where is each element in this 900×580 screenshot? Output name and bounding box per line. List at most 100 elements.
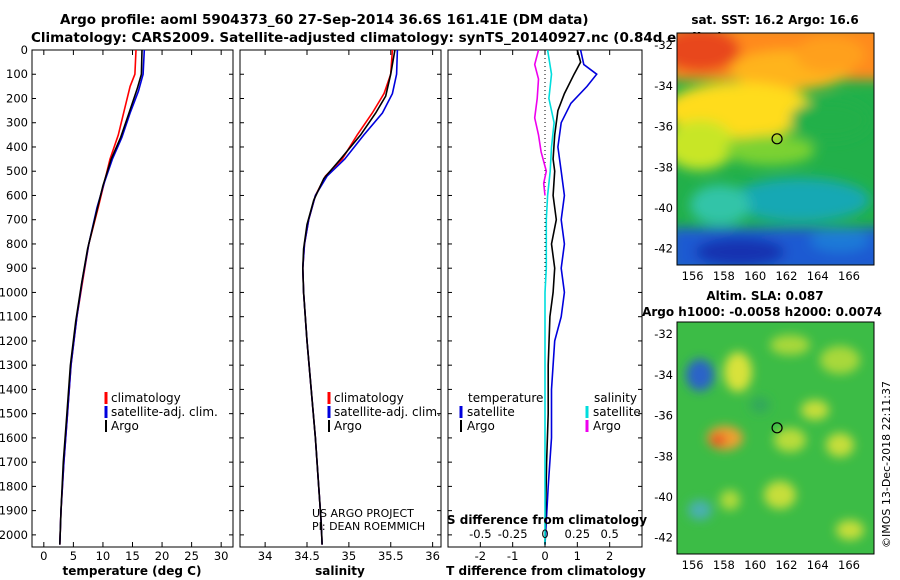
legend-argo: Argo [111, 419, 139, 433]
x-tick-label: 5 [70, 549, 77, 563]
map-x-tick-label: 164 [807, 558, 829, 572]
series-line-climatology [301, 50, 394, 545]
x2-tick-label: 0.5 [601, 527, 619, 541]
map-x-tick-label: 156 [682, 269, 704, 283]
depth-tick-label: 1500 [0, 407, 28, 421]
depth-tick-label: 900 [6, 261, 28, 275]
x-tick-label: 0 [541, 549, 548, 563]
credit-pi: PI: DEAN ROEMMICH [312, 520, 425, 533]
map-x-tick-label: 164 [807, 269, 829, 283]
sla-map-title: Altim. SLA: 0.087 [706, 289, 823, 303]
x-tick-label: 34.5 [294, 549, 320, 563]
map-y-tick-label: -32 [654, 38, 673, 52]
series-line-argo [59, 50, 143, 545]
depth-tick-label: 600 [6, 188, 28, 202]
series-line-argo [301, 50, 396, 545]
depth-tick-label: 1400 [0, 382, 28, 396]
depth-tick-label: 500 [6, 164, 28, 178]
figure-title: Argo profile: aoml 5904373_60 27-Sep-201… [60, 12, 589, 28]
legend-satellite-s: satellite [593, 405, 641, 419]
legend-satellite-t: satellite [467, 405, 515, 419]
t-difference-axis-label: T difference from climatology [446, 564, 646, 578]
depth-tick-label: 700 [6, 213, 28, 227]
depth-tick-label: 1200 [0, 334, 28, 348]
x-tick-label: 1 [574, 549, 581, 563]
x-tick-label: -1 [507, 549, 518, 563]
x2-tick-label: -0.25 [498, 527, 528, 541]
x-tick-label: 20 [155, 549, 170, 563]
depth-tick-label: 1100 [0, 310, 28, 324]
temperature-legend: climatology satellite-adj. clim. Argo [104, 391, 218, 433]
axis-ticks: 0100200300400500600700800900100011001200… [0, 38, 860, 572]
credit-project: US ARGO PROJECT [312, 507, 414, 520]
map-x-tick-label: 158 [713, 558, 735, 572]
difference-profile-lines [533, 50, 598, 547]
x2-tick-label: -0.5 [469, 527, 491, 541]
depth-tick-label: 2000 [0, 528, 28, 542]
sla-map-subtitle: Argo h1000: -0.0058 h2000: 0.0074 [642, 305, 882, 319]
x-tick-label: 2 [606, 549, 613, 563]
x-tick-label: 25 [184, 549, 199, 563]
difference-legend: temperature satellite Argo salinity sate… [459, 391, 641, 433]
legend-argo-s: Argo [593, 419, 621, 433]
map-y-tick-label: -42 [654, 531, 673, 545]
map-y-tick-label: -34 [654, 368, 673, 382]
s-difference-axis-label: S difference from climatology [447, 513, 647, 527]
series-line-argo [544, 50, 582, 545]
legend-satellite-adj: satellite-adj. clim. [334, 405, 441, 419]
depth-tick-label: 100 [6, 67, 28, 81]
sst-map-frame [676, 32, 875, 266]
x2-tick-label: 0 [541, 527, 548, 541]
salinity-profile-lines [301, 50, 399, 545]
map-x-tick-label: 162 [775, 269, 797, 283]
x-tick-label: 35 [342, 549, 357, 563]
map-y-tick-label: -38 [654, 449, 673, 463]
map-x-tick-label: 160 [744, 269, 766, 283]
temperature-profile-lines [59, 50, 146, 545]
series-line-satellite [544, 50, 598, 545]
depth-tick-label: 1900 [0, 504, 28, 518]
depth-tick-label: 300 [6, 116, 28, 130]
depth-tick-label: 0 [21, 43, 28, 57]
sla-argo-position-marker [771, 422, 783, 434]
legend-salinity-title: salinity [594, 391, 637, 405]
map-y-tick-label: -36 [654, 409, 673, 423]
map-y-tick-label: -32 [654, 327, 673, 341]
x-tick-label: -2 [475, 549, 486, 563]
map-x-tick-label: 156 [682, 558, 704, 572]
depth-tick-label: 1600 [0, 431, 28, 445]
depth-tick-label: 1800 [0, 479, 28, 493]
map-y-tick-label: -34 [654, 79, 673, 93]
map-y-tick-label: -38 [654, 160, 673, 174]
x-tick-label: 0 [40, 549, 47, 563]
map-y-tick-label: -36 [654, 120, 673, 134]
legend-satellite-adj: satellite-adj. clim. [111, 405, 218, 419]
x-tick-label: 35.5 [378, 549, 404, 563]
salinity-panel-frame [239, 49, 442, 548]
sst-map-field [677, 33, 874, 265]
temperature-axis-label: temperature (deg C) [63, 564, 202, 578]
map-x-tick-label: 166 [838, 558, 860, 572]
salinity-axis-label: salinity [315, 564, 365, 578]
x-tick-label: 10 [96, 549, 111, 563]
legend-temperature-title: temperature [468, 391, 543, 405]
imos-timestamp: ©IMOS 13-Dec-2018 22:11:37 [880, 381, 893, 548]
legend-climatology: climatology [111, 391, 181, 405]
series-line-satellite [544, 50, 555, 545]
depth-tick-label: 1300 [0, 358, 28, 372]
sst-argo-position-marker [771, 133, 783, 145]
depth-tick-label: 800 [6, 237, 28, 251]
depth-tick-label: 400 [6, 140, 28, 154]
x-tick-label: 15 [125, 549, 140, 563]
x-tick-label: 36 [425, 549, 440, 563]
map-x-tick-label: 158 [713, 269, 735, 283]
x-tick-label: 34 [258, 549, 273, 563]
legend-climatology: climatology [334, 391, 404, 405]
series-line-satellite-adj-clim- [59, 50, 146, 545]
legend-argo: Argo [334, 419, 362, 433]
depth-tick-label: 1700 [0, 455, 28, 469]
sla-map-frame [676, 321, 875, 555]
sla-map-field [677, 322, 874, 554]
depth-tick-label: 200 [6, 91, 28, 105]
